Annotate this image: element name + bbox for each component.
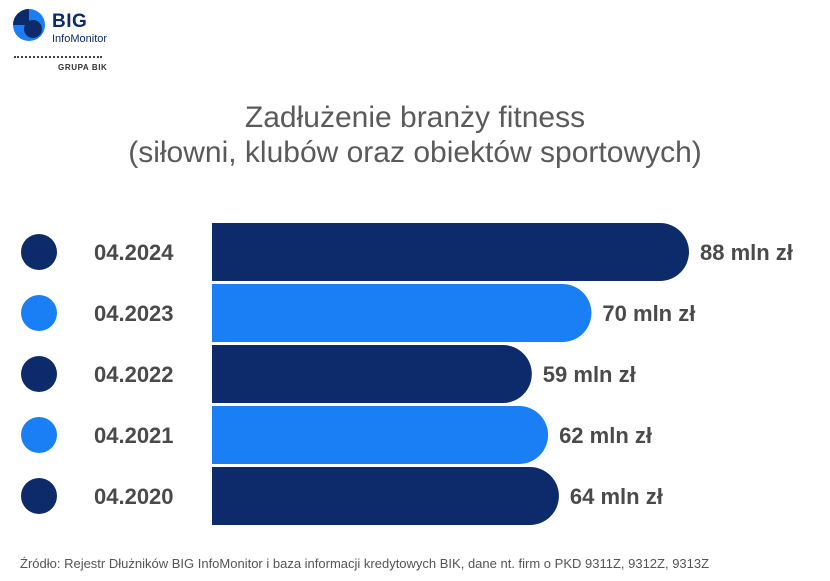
logo-name: BIG [52, 11, 88, 32]
category-label-04.2022: 04.2022 [94, 362, 174, 387]
marker-dot-04.2024 [21, 234, 57, 270]
bar-04.2023 [212, 284, 592, 342]
category-label-04.2024: 04.2024 [94, 240, 174, 265]
category-label-04.2021: 04.2021 [94, 423, 174, 448]
logo-group-label: GRUPA BIK [58, 63, 108, 72]
bar-04.2022 [212, 345, 532, 403]
value-label-04.2021: 62 mln zł [559, 423, 652, 448]
value-label-04.2022: 59 mln zł [543, 362, 636, 387]
value-label-04.2020: 64 mln zł [570, 484, 663, 509]
chart-title: Zadłużenie branży fitness [244, 101, 586, 134]
chart-title-block: Zadłużenie branży fitness (siłowni, klub… [0, 100, 830, 170]
marker-dot-04.2023 [21, 295, 57, 331]
value-label-04.2024: 88 mln zł [700, 240, 793, 265]
logo-divider [14, 56, 102, 58]
bar-04.2021 [212, 406, 549, 464]
chart-subtitle: (siłowni, klubów oraz obiektów sportowyc… [128, 136, 702, 169]
bar-04.2024 [212, 223, 689, 281]
category-label-04.2020: 04.2020 [94, 484, 174, 509]
marker-dot-04.2021 [21, 417, 57, 453]
marker-dot-04.2020 [21, 478, 57, 514]
value-label-04.2023: 70 mln zł [602, 301, 695, 326]
logo-mark-icon [13, 9, 45, 41]
source-note: Źródło: Rejestr Dłużników BIG InfoMonito… [20, 556, 710, 571]
brand-logo: BIG InfoMonitor GRUPA BIK [12, 8, 122, 72]
bar-04.2020 [212, 467, 559, 525]
category-label-04.2023: 04.2023 [94, 301, 174, 326]
logo-subname: InfoMonitor [52, 33, 108, 45]
marker-dot-04.2022 [21, 356, 57, 392]
